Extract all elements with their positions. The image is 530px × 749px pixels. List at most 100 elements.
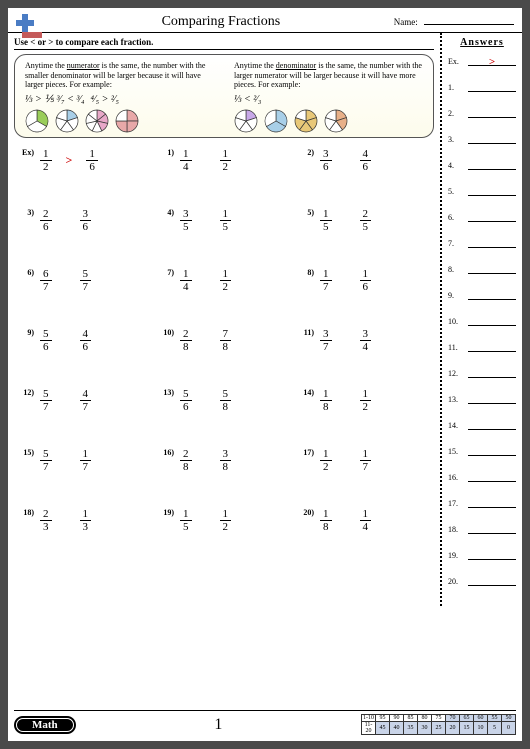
fraction-a: 28 [180, 448, 192, 473]
fraction-b: 16 [86, 148, 98, 173]
fraction-a: 57 [40, 388, 52, 413]
answer-row: 4. [448, 160, 516, 170]
problem-label: 4) [158, 208, 174, 217]
problem: 1) 14 12 [158, 148, 290, 198]
fraction-b: 12 [360, 388, 372, 413]
answer-row: 16. [448, 472, 516, 482]
answer-label: 1. [448, 83, 464, 92]
fraction-b: 47 [80, 388, 92, 413]
pie-icon [115, 109, 139, 133]
fraction-b: 46 [80, 328, 92, 353]
answer-blank [468, 524, 516, 534]
pie-icon [234, 109, 258, 133]
answer-blank [468, 472, 516, 482]
answer-row: 12. [448, 368, 516, 378]
problem: 19) 15 12 [158, 508, 290, 558]
fraction-a: 17 [320, 268, 332, 293]
problem: 16) 28 38 [158, 448, 290, 498]
pie-icon [55, 109, 79, 133]
fraction-b: 36 [80, 208, 92, 233]
fraction-a: 67 [40, 268, 52, 293]
answer-label: 12. [448, 369, 464, 378]
fraction-b: 17 [80, 448, 92, 473]
answer-blank [468, 368, 516, 378]
answer-label: 9. [448, 291, 464, 300]
answer-blank [468, 108, 516, 118]
name-blank [424, 24, 514, 25]
answer-label: 18. [448, 525, 464, 534]
fraction-b: 58 [220, 388, 232, 413]
fraction-b: 15 [220, 208, 232, 233]
name-label: Name: [394, 17, 418, 27]
answer-blank [468, 160, 516, 170]
math-badge: Math [14, 716, 76, 734]
problem: 3) 26 36 [18, 208, 150, 258]
hint-left: Anytime the numerator is the same, the n… [25, 61, 214, 133]
header: Comparing Fractions Name: [8, 8, 522, 33]
pie-icon [264, 109, 288, 133]
fraction-b: 34 [360, 328, 372, 353]
score-table: 1-109590858075706560555011-2045403530252… [361, 714, 516, 735]
problem-label: 5) [298, 208, 314, 217]
answer-blank [468, 186, 516, 196]
answer-label: 5. [448, 187, 464, 196]
answer-label: 17. [448, 499, 464, 508]
problem-grid: Ex) 12 > 16 1) 14 12 2) 36 46 3) [14, 146, 434, 560]
problem: 11) 37 34 [298, 328, 430, 378]
problem-label: 9) [18, 328, 34, 337]
pie-icon [324, 109, 348, 133]
answer-row: 14. [448, 420, 516, 430]
answer-blank [468, 316, 516, 326]
name-field: Name: [394, 17, 514, 27]
fraction-b: 25 [360, 208, 372, 233]
problem: 7) 14 12 [158, 268, 290, 318]
problem-label: 13) [158, 388, 174, 397]
fraction-a: 36 [320, 148, 332, 173]
answer-label: 7. [448, 239, 464, 248]
answer-blank [468, 446, 516, 456]
answer-label: 4. [448, 161, 464, 170]
answer-label: Ex. [448, 57, 464, 66]
problem-label: 18) [18, 508, 34, 517]
problem-label: Ex) [18, 148, 34, 157]
fraction-a: 18 [320, 508, 332, 533]
answer-blank [468, 290, 516, 300]
answer-label: 15. [448, 447, 464, 456]
problem-label: 19) [158, 508, 174, 517]
answer-row: 10. [448, 316, 516, 326]
problem: 12) 57 47 [18, 388, 150, 438]
problem: Ex) 12 > 16 [18, 148, 150, 198]
answer-row: 19. [448, 550, 516, 560]
answers-title: Answers [448, 37, 516, 48]
answer-row: 9. [448, 290, 516, 300]
problem-label: 20) [298, 508, 314, 517]
answer-row: 13. [448, 394, 516, 404]
answer-row: 7. [448, 238, 516, 248]
fraction-b: 38 [220, 448, 232, 473]
fraction-b: 12 [220, 508, 232, 533]
problem: 18) 23 13 [18, 508, 150, 558]
answer-row: 17. [448, 498, 516, 508]
fraction-a: 18 [320, 388, 332, 413]
answer-row: 2. [448, 108, 516, 118]
problem-label: 14) [298, 388, 314, 397]
fraction-a: 56 [180, 388, 192, 413]
fraction-a: 15 [180, 508, 192, 533]
problem: 15) 57 17 [18, 448, 150, 498]
fraction-b: 17 [360, 448, 372, 473]
problem-label: 10) [158, 328, 174, 337]
answer-row: 6. [448, 212, 516, 222]
answer-blank [468, 420, 516, 430]
problem: 4) 35 15 [158, 208, 290, 258]
answer-blank [468, 212, 516, 222]
fraction-b: 13 [80, 508, 92, 533]
worksheet-page: Comparing Fractions Name: Use < or > to … [8, 8, 522, 741]
answer-row: 1. [448, 82, 516, 92]
fraction-a: 56 [40, 328, 52, 353]
answer-label: 13. [448, 395, 464, 404]
footer: Math 1 1-109590858075706560555011-204540… [14, 710, 516, 735]
problem-label: 3) [18, 208, 34, 217]
problem-label: 2) [298, 148, 314, 157]
fraction-b: 14 [360, 508, 372, 533]
problem-label: 16) [158, 448, 174, 457]
